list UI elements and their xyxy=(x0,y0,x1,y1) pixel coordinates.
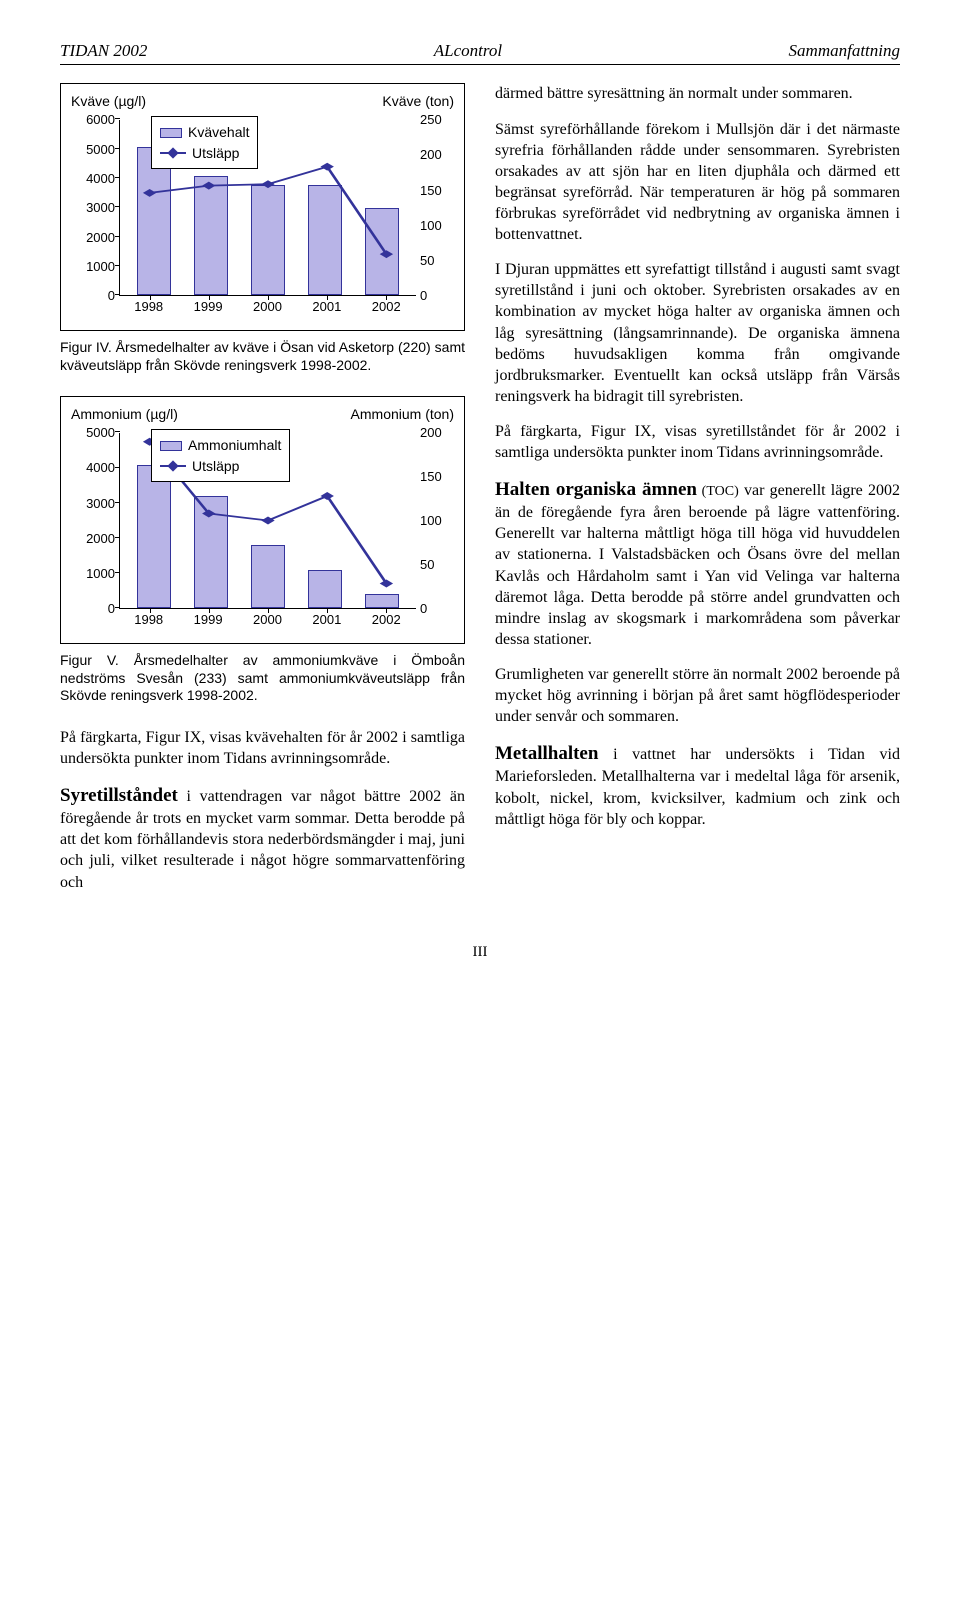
legend-bar-swatch xyxy=(160,128,182,138)
right-column: därmed bättre syresättning än normalt un… xyxy=(495,83,900,906)
chart2-legend: Ammoniumhalt Utsläpp xyxy=(151,429,290,482)
right-para-5: Halten organiska ämnen (TOC) var generel… xyxy=(495,477,900,650)
left-para-1: På färgkarta, Figur IX, visas kvävehalte… xyxy=(60,727,465,769)
syretillstandet-lead: Syretillståndet xyxy=(60,785,178,806)
chart-kvave: Kväve (µg/l) Kväve (ton) Kvävehalt Utslä… xyxy=(60,83,465,331)
right-para-6: Grumligheten var generellt större än nor… xyxy=(495,664,900,727)
legend-bar-swatch xyxy=(160,441,182,451)
legend-line-label: Utsläpp xyxy=(192,144,239,162)
legend-line-swatch xyxy=(160,152,186,154)
chart2-caption: Figur V. Årsmedelhalter av ammoniumkväve… xyxy=(60,652,465,705)
toc-note: (TOC) xyxy=(697,484,739,499)
page-number: III xyxy=(60,943,900,963)
chart1-caption: Figur IV. Årsmedelhalter av kväve i Ösan… xyxy=(60,339,465,374)
chart2-right-axis-title: Ammonium (ton) xyxy=(351,405,454,423)
metallhalten-lead: Metallhalten xyxy=(495,743,598,764)
header-right: Sammanfattning xyxy=(789,40,900,62)
right-para-3: I Djuran uppmättes ett syrefattigt tills… xyxy=(495,259,900,407)
left-column: Kväve (µg/l) Kväve (ton) Kvävehalt Utslä… xyxy=(60,83,465,906)
page-header: TIDAN 2002 ALcontrol Sammanfattning xyxy=(60,40,900,65)
chart-ammonium: Ammonium (µg/l) Ammonium (ton) Ammoniumh… xyxy=(60,396,465,644)
legend-bar-label: Ammoniumhalt xyxy=(188,436,281,454)
right-para-2: Sämst syreförhållande förekom i Mullsjön… xyxy=(495,119,900,246)
chart1-legend: Kvävehalt Utsläpp xyxy=(151,116,258,169)
chart2-left-axis-title: Ammonium (µg/l) xyxy=(71,405,178,423)
left-para-2: Syretillståndet i vattendragen var något… xyxy=(60,783,465,893)
right-para-7: Metallhalten i vattnet har undersökts i … xyxy=(495,741,900,829)
legend-line-swatch xyxy=(160,465,186,467)
chart1-left-axis-title: Kväve (µg/l) xyxy=(71,92,146,110)
right-para-1: därmed bättre syresättning än normalt un… xyxy=(495,83,900,104)
right-para-4: På färgkarta, Figur IX, visas syretillst… xyxy=(495,421,900,463)
chart1-right-axis-title: Kväve (ton) xyxy=(382,92,454,110)
halten-lead: Halten organiska ämnen xyxy=(495,479,697,500)
right-para-5-rest: var generellt lägre 2002 än de föregåend… xyxy=(495,482,900,648)
legend-line-label: Utsläpp xyxy=(192,457,239,475)
header-center: ALcontrol xyxy=(434,40,502,62)
legend-bar-label: Kvävehalt xyxy=(188,123,249,141)
header-left: TIDAN 2002 xyxy=(60,40,147,62)
